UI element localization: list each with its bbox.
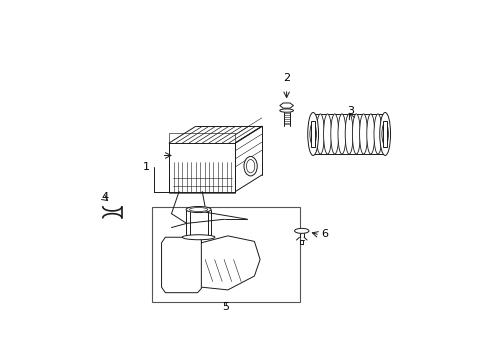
Bar (152, 207, 299, 302)
Text: 4: 4 (101, 192, 108, 202)
Bar (382, 121, 386, 147)
Ellipse shape (379, 112, 390, 156)
Ellipse shape (352, 114, 360, 154)
Ellipse shape (345, 114, 352, 154)
Ellipse shape (189, 208, 207, 211)
Ellipse shape (381, 114, 388, 154)
Text: 2: 2 (283, 73, 289, 83)
Ellipse shape (279, 109, 293, 112)
Ellipse shape (366, 114, 374, 154)
Ellipse shape (381, 123, 387, 145)
Ellipse shape (186, 207, 211, 212)
Ellipse shape (307, 112, 318, 156)
Ellipse shape (294, 228, 308, 233)
Ellipse shape (359, 114, 367, 154)
Ellipse shape (316, 114, 324, 154)
Ellipse shape (373, 114, 381, 154)
Polygon shape (279, 103, 293, 108)
Text: 5: 5 (222, 302, 229, 312)
Ellipse shape (182, 235, 214, 240)
Ellipse shape (337, 114, 345, 154)
Ellipse shape (309, 123, 316, 145)
Polygon shape (161, 237, 201, 293)
Text: 3: 3 (347, 106, 354, 116)
Text: 1: 1 (143, 162, 150, 172)
Ellipse shape (323, 114, 331, 154)
Ellipse shape (308, 114, 316, 154)
Ellipse shape (330, 114, 338, 154)
Bar (169, 133, 235, 193)
Text: 6: 6 (320, 229, 327, 239)
Bar (310, 121, 315, 147)
Ellipse shape (244, 157, 257, 176)
